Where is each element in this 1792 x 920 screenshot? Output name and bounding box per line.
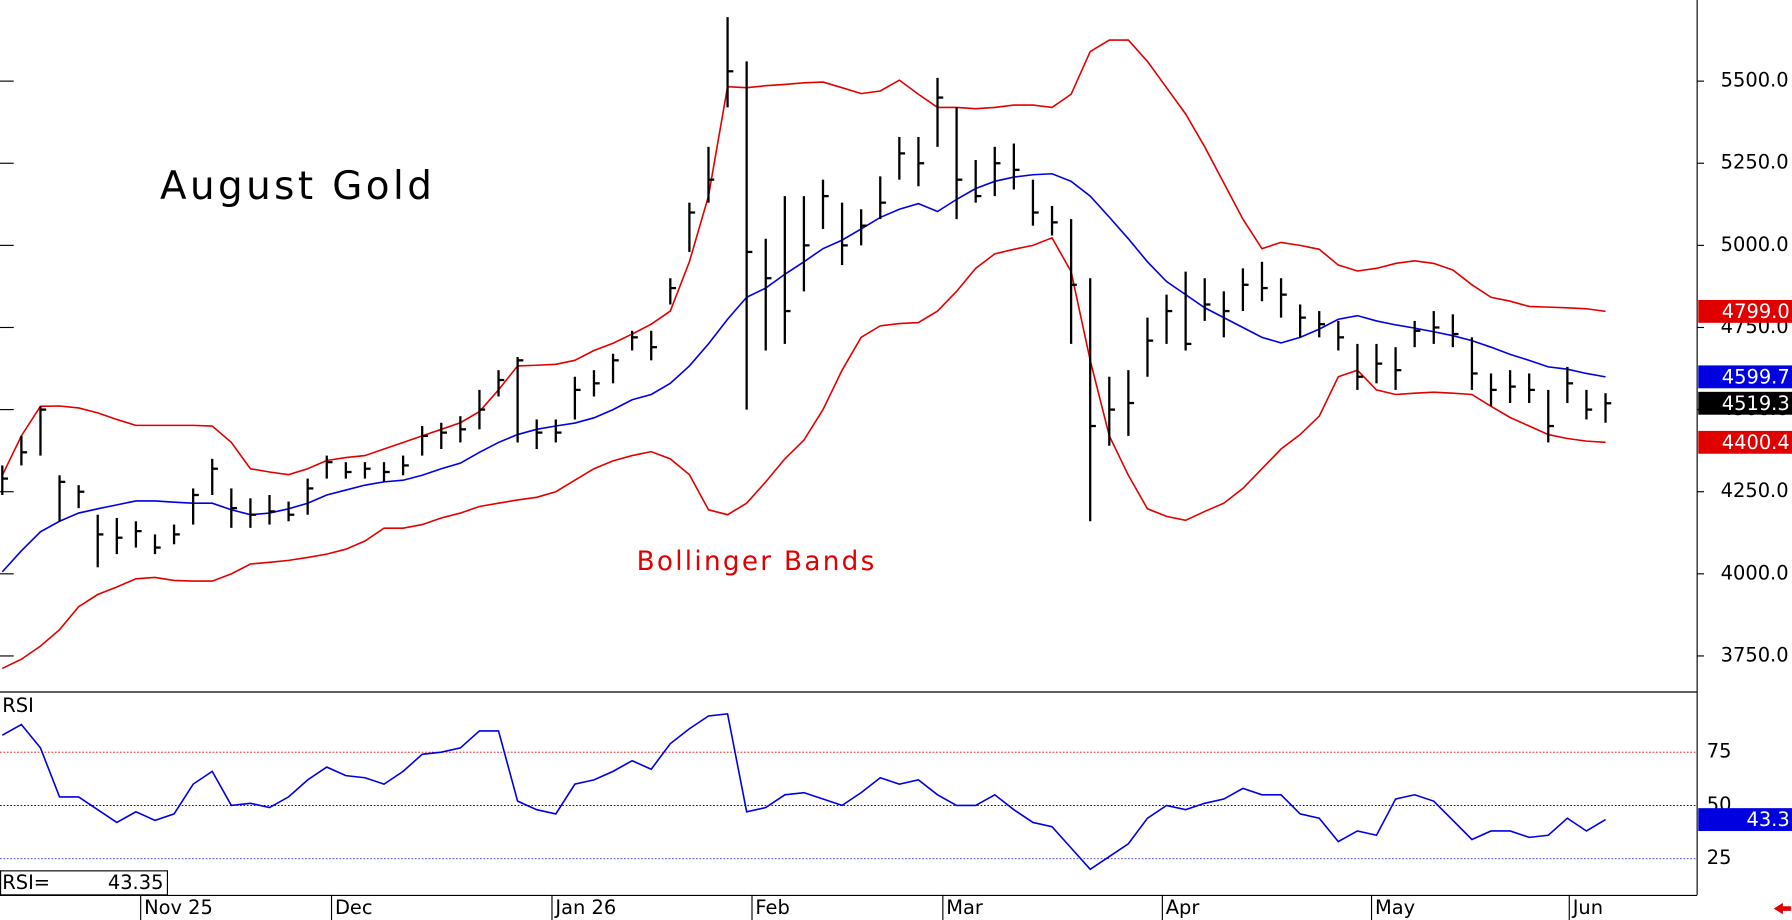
x-tick-label: Apr: [1166, 896, 1200, 919]
readout-value: 43.35: [108, 871, 164, 894]
x-tick-label: Feb: [755, 896, 789, 919]
y-tick-label: 3750.0: [1721, 643, 1789, 666]
last-value-tag: [1698, 365, 1792, 389]
x-tick-label: Nov 25: [144, 896, 213, 919]
x-tick-label: Dec: [335, 896, 373, 919]
last-value-tag: [1698, 391, 1792, 415]
x-tick-label: Jun: [1572, 896, 1603, 919]
series-line: [1, 39, 1606, 476]
series-line: [1, 236, 1606, 670]
x-tick-label: Jan 26: [554, 896, 616, 919]
last-value-tag: [1698, 430, 1792, 454]
last-value-label: 4519.3: [1722, 392, 1790, 415]
readout-box: [0, 870, 168, 896]
y-tick-label: 5000.0: [1721, 233, 1789, 256]
last-value-tag: [1698, 299, 1792, 323]
x-tick-label: Mar: [946, 896, 983, 919]
scroll-arrow: [1773, 902, 1791, 915]
panel-label: RSI: [2, 694, 34, 717]
series-line: [1, 712, 1606, 871]
readout-label: RSI=: [2, 871, 50, 894]
chart-annotation: August Gold: [160, 164, 435, 209]
y-tick-label: 4000.0: [1721, 561, 1789, 584]
y-tick-label: 4250.0: [1721, 479, 1789, 502]
last-value-tag: [1698, 808, 1792, 832]
last-value-label: 4400.4: [1722, 431, 1790, 454]
chart-annotation: Bollinger Bands: [637, 547, 877, 577]
y-tick-label: 5500.0: [1721, 69, 1789, 92]
last-value-label: 43.3: [1746, 808, 1789, 831]
x-tick-label: May: [1375, 896, 1415, 919]
y-tick-label: 75: [1707, 740, 1732, 763]
last-value-label: 4799.0: [1722, 300, 1790, 323]
y-tick-label: 5250.0: [1721, 151, 1789, 174]
last-value-label: 4599.7: [1722, 365, 1790, 388]
y-tick-label: 25: [1707, 846, 1732, 869]
